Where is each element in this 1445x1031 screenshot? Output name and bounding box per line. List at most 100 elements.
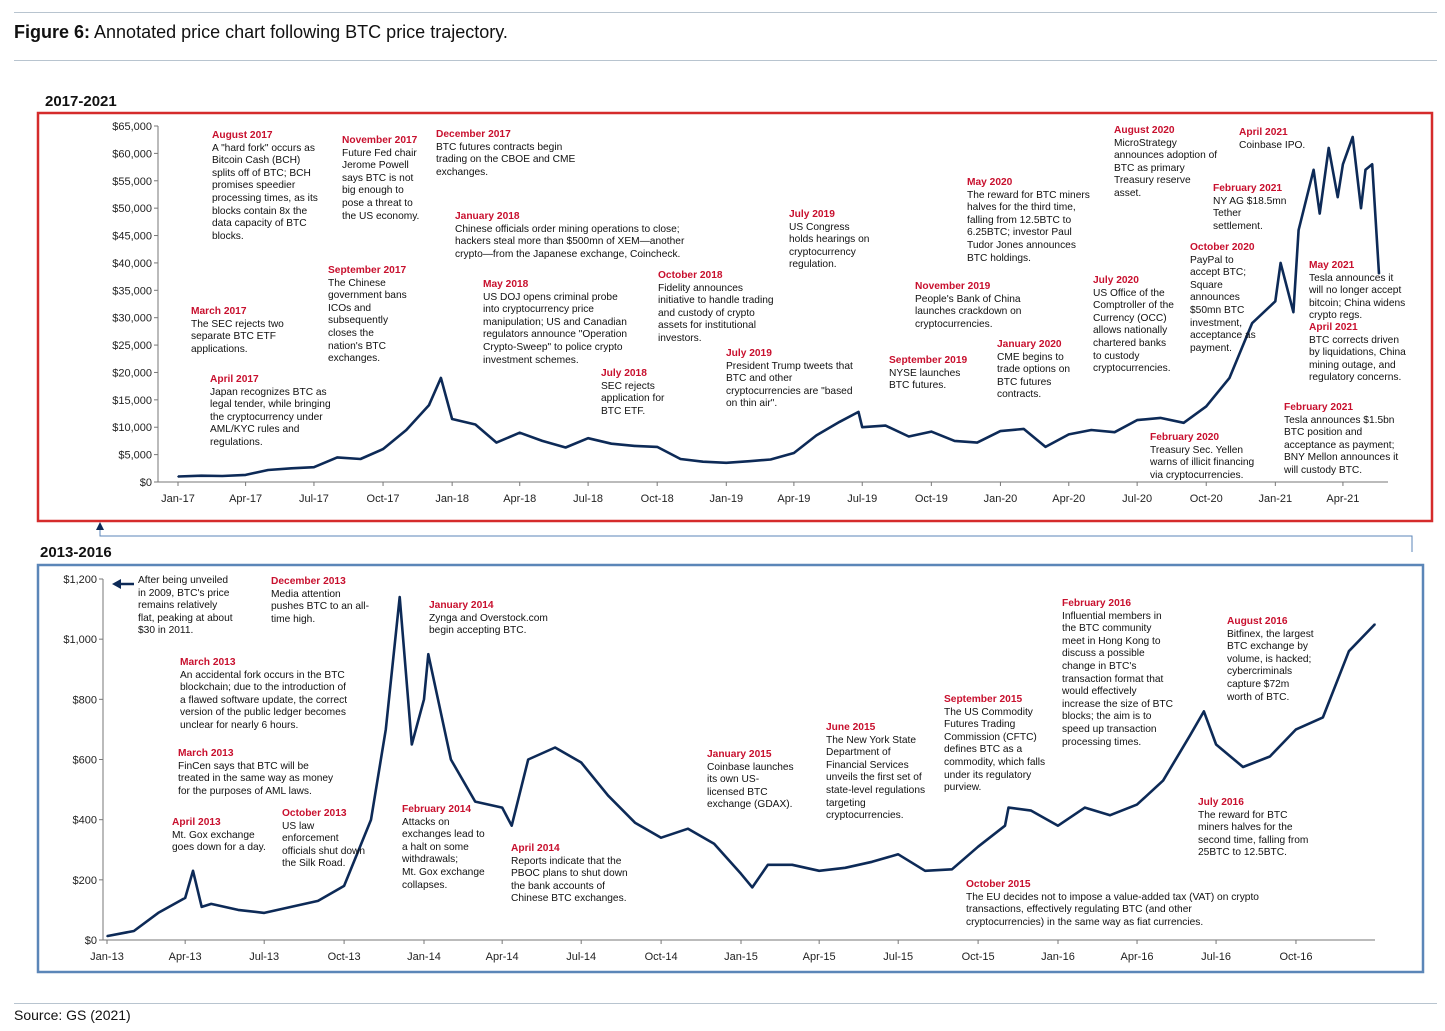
price-point bbox=[633, 445, 636, 447]
annotation: February 2021 NY AG $18.5mn Tether settle… bbox=[1213, 183, 1286, 233]
panel-frame bbox=[36, 111, 1434, 523]
annotation-text: Media attention pushes BTC to an all- ti… bbox=[271, 588, 369, 625]
price-point bbox=[1067, 433, 1070, 436]
annotation-date: September 2017 bbox=[328, 265, 407, 276]
annotation-text: The SEC rejects two separate BTC ETF app… bbox=[191, 318, 284, 355]
price-point bbox=[1159, 417, 1162, 419]
annotation-date: August 2017 bbox=[212, 130, 273, 141]
price-point bbox=[384, 728, 387, 731]
y-tick-label: $600 bbox=[73, 755, 97, 767]
price-point bbox=[541, 440, 544, 442]
price-point bbox=[610, 442, 613, 445]
annotation-text: Japan recognizes BTC as legal tender, wh… bbox=[210, 386, 331, 448]
price-point bbox=[1297, 229, 1300, 231]
price-point bbox=[200, 906, 203, 908]
price-point bbox=[1189, 734, 1191, 737]
price-point bbox=[495, 441, 498, 444]
annotation-text: FinCen says that BTC will be treated in … bbox=[178, 760, 334, 797]
annotation: October 2018 Fidelity announces initiativ… bbox=[658, 270, 774, 346]
price-point bbox=[1215, 743, 1217, 746]
x-tick-label: Jan-13 bbox=[90, 951, 124, 963]
price-point bbox=[382, 448, 384, 450]
price-point bbox=[884, 424, 887, 427]
panel-connector bbox=[99, 528, 1413, 552]
price-line bbox=[177, 135, 1381, 478]
annotation: October 2015 The EU decides not to impose… bbox=[966, 879, 1259, 929]
price-point bbox=[518, 431, 521, 434]
annotation-date: August 2020 bbox=[1114, 125, 1175, 136]
annotation-date: April 2013 bbox=[172, 817, 221, 828]
annotation-date: May 2018 bbox=[483, 279, 529, 290]
price-point bbox=[1109, 814, 1111, 816]
annotation-text: CME begins to trade options on BTC futur… bbox=[997, 351, 1071, 401]
y-tick-label: $60,000 bbox=[112, 148, 152, 160]
price-point bbox=[844, 867, 847, 869]
y-tick-label: $200 bbox=[73, 875, 97, 887]
y-tick-label: $1,200 bbox=[63, 574, 97, 586]
price-point bbox=[702, 460, 704, 463]
price-point bbox=[106, 935, 108, 937]
annotation-date: January 2018 bbox=[455, 211, 520, 222]
x-tick-label: Apr-20 bbox=[1052, 493, 1085, 505]
annotation: November 2019 People's Bank of China laun… bbox=[915, 281, 1021, 331]
annotation-date: October 2013 bbox=[282, 808, 347, 819]
price-point bbox=[501, 806, 503, 809]
annotation: March 2013 An accidental fork occurs in t… bbox=[180, 657, 347, 733]
annotation-text: NYSE launches BTC futures. bbox=[889, 367, 961, 392]
y-tick-label: $30,000 bbox=[112, 313, 152, 325]
annotation-date: September 2019 bbox=[889, 355, 968, 366]
price-point bbox=[1342, 163, 1344, 166]
annotation-date: December 2013 bbox=[271, 576, 346, 587]
price-point bbox=[976, 441, 978, 444]
x-tick-label: Oct-18 bbox=[641, 493, 674, 505]
x-tick-label: Oct-17 bbox=[367, 493, 400, 505]
title-rule bbox=[14, 60, 1437, 61]
annotation-date: October 2018 bbox=[658, 270, 723, 281]
x-tick-label: Jul-16 bbox=[1201, 951, 1231, 963]
price-point bbox=[1136, 419, 1138, 421]
y-tick-label: $10,000 bbox=[112, 422, 152, 434]
x-tick-label: Jul-15 bbox=[883, 951, 913, 963]
annotation-date: October 2020 bbox=[1190, 242, 1255, 253]
price-point bbox=[751, 886, 754, 889]
panel-label-2013-2016: 2013-2016 bbox=[40, 544, 112, 561]
annotation-date: July 2019 bbox=[726, 348, 772, 359]
price-point bbox=[527, 758, 530, 761]
price-point bbox=[411, 743, 413, 746]
annotation: April 2021 Coinbase IPO. bbox=[1239, 127, 1305, 152]
annotation: February 2020 Treasury Sec. Yellen warns … bbox=[1150, 432, 1254, 482]
annotation-date: March 2013 bbox=[178, 748, 234, 759]
figure-title-text: Annotated price chart following BTC pric… bbox=[94, 22, 508, 42]
price-point bbox=[1136, 803, 1138, 806]
price-point bbox=[200, 474, 203, 477]
annotation-text: PayPal to accept BTC; Square announces $… bbox=[1190, 254, 1256, 354]
x-tick-label: Jan-18 bbox=[435, 493, 469, 505]
price-point bbox=[427, 653, 430, 656]
annotation: After being unveiled in 2009, BTC's pric… bbox=[138, 575, 233, 638]
price-point bbox=[861, 426, 864, 429]
x-tick-label: Oct-13 bbox=[328, 951, 361, 963]
annotation-date: May 2020 bbox=[967, 177, 1013, 188]
x-tick-label: Jan-20 bbox=[984, 493, 1018, 505]
x-tick-label: Oct-15 bbox=[962, 951, 995, 963]
annotation-text: The Chinese government bans ICOs and sub… bbox=[328, 277, 407, 365]
price-point bbox=[930, 430, 933, 433]
price-point bbox=[679, 458, 682, 460]
price-point bbox=[450, 758, 452, 761]
y-tick-label: $5,000 bbox=[118, 450, 152, 462]
annotation: February 2021 Tesla announces $1.5bn BTC … bbox=[1284, 402, 1398, 478]
price-point bbox=[857, 411, 860, 413]
price-point bbox=[1004, 824, 1006, 827]
x-tick-label: Jul-14 bbox=[566, 951, 596, 963]
annotation-date: August 2016 bbox=[1227, 616, 1288, 627]
y-tick-label: $0 bbox=[85, 935, 97, 947]
price-point bbox=[1162, 779, 1164, 782]
annotation-date: July 2019 bbox=[789, 209, 835, 220]
annotation-text: SEC rejects application for BTC ETF. bbox=[601, 380, 665, 417]
annotation-text: After being unveiled in 2009, BTC's pric… bbox=[138, 575, 233, 637]
price-point bbox=[1292, 311, 1295, 314]
y-tick-label: $800 bbox=[73, 694, 97, 706]
price-point bbox=[897, 853, 899, 856]
